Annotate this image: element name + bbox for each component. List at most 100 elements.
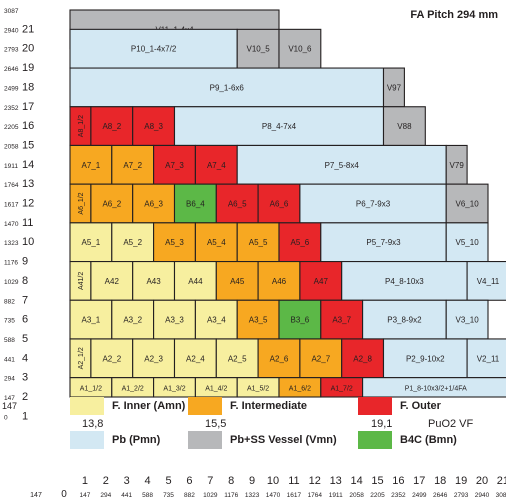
assembly-cell bbox=[382, 106, 426, 147]
assembly-label: A7_2 bbox=[123, 161, 142, 170]
assembly-label: A5_3 bbox=[165, 238, 184, 247]
assembly-label: A1_3/2 bbox=[163, 385, 185, 392]
assembly-label: V10_6 bbox=[288, 45, 312, 54]
assembly-label: V4_11 bbox=[477, 277, 500, 286]
x-index-label: 13 bbox=[330, 475, 342, 487]
legend-b4c: B4C (Bmn) bbox=[358, 431, 457, 449]
y-mm-label: 2646 bbox=[4, 66, 19, 73]
assembly-label: A42 bbox=[105, 277, 120, 286]
legend-b4c-swatch bbox=[358, 431, 392, 449]
legend-pb: Pb (Pmn) bbox=[70, 431, 160, 449]
assembly-label: P9_1-6x6 bbox=[210, 83, 245, 92]
assembly-cell bbox=[236, 28, 280, 69]
y-index-label: 12 bbox=[22, 198, 34, 210]
x-index-label: 15 bbox=[371, 475, 383, 487]
y-mm-label: 2499 bbox=[4, 85, 19, 92]
y-index-label: 17 bbox=[22, 101, 34, 113]
assembly-label: A1_7/2 bbox=[331, 385, 353, 392]
assembly-cell bbox=[445, 183, 489, 224]
assembly-label: V2_11 bbox=[477, 354, 500, 363]
legend-outer-label: F. Outer bbox=[400, 400, 441, 412]
x-mm-label: 2205 bbox=[370, 492, 385, 499]
y-index-label: 4 bbox=[22, 352, 28, 364]
assembly-label: B6_4 bbox=[186, 200, 205, 209]
legend-outer: F. Outer bbox=[358, 397, 441, 415]
legend-outer-value: 19,1 bbox=[371, 418, 393, 430]
y-mm-label: 2793 bbox=[4, 47, 19, 54]
x-mm-label: 147 bbox=[79, 492, 90, 499]
assembly-label: V88 bbox=[397, 122, 412, 131]
assembly-label: A3_3 bbox=[165, 316, 184, 325]
x-index-label: 18 bbox=[434, 475, 446, 487]
legend-inner-value: 13,8 bbox=[82, 418, 104, 430]
assembly-cell bbox=[215, 260, 259, 301]
legend-outer-swatch bbox=[358, 397, 392, 415]
legend-pb-label: Pb (Pmn) bbox=[112, 434, 161, 446]
legend-intermediate-label: F. Intermediate bbox=[230, 400, 308, 412]
legend-vessel-label: Pb+SS Vessel (Vmn) bbox=[230, 434, 337, 446]
assembly-label: A1_6/2 bbox=[289, 385, 311, 392]
y-mm-label: 1470 bbox=[4, 221, 19, 228]
assembly-label: V3_10 bbox=[456, 316, 480, 325]
assembly-label: P7_5-8x4 bbox=[325, 161, 360, 170]
assembly-label: A2_4 bbox=[186, 354, 205, 363]
assembly-label: P6_7-9x3 bbox=[356, 200, 391, 209]
assembly-label: A1_5/2 bbox=[247, 385, 269, 392]
assembly-cell bbox=[69, 67, 385, 108]
y-index-label: 18 bbox=[22, 81, 34, 93]
x-mm-label: 1911 bbox=[329, 492, 343, 499]
assembly-label: A44 bbox=[188, 277, 203, 286]
assembly-label: P2_9-10x2 bbox=[406, 354, 445, 363]
y-axis: 3087294027932646249923522205205819111764… bbox=[4, 8, 34, 422]
assembly-label: P1_8-10x3/2+1/4FA bbox=[405, 385, 467, 392]
assembly-cell bbox=[69, 299, 113, 340]
assembly-cell bbox=[362, 377, 506, 398]
x-mm-label: 882 bbox=[184, 492, 195, 499]
assembly-cell bbox=[173, 183, 217, 224]
assembly-cell bbox=[90, 183, 134, 224]
assembly-label: P10_1-4x7/2 bbox=[131, 45, 177, 54]
assembly-label: A8_2 bbox=[102, 122, 121, 131]
assembly-cell bbox=[236, 222, 280, 263]
assembly-cell bbox=[194, 144, 238, 185]
assembly-label: A1_1/2 bbox=[80, 385, 102, 392]
y-index-label: 21 bbox=[22, 23, 34, 35]
y-mm-label: 2205 bbox=[4, 124, 19, 131]
y-mm-label: 2940 bbox=[4, 27, 19, 34]
assembly-label: A5_4 bbox=[207, 238, 226, 247]
x-mm-label: 2352 bbox=[391, 492, 406, 499]
assembly-label: A3_5 bbox=[249, 316, 268, 325]
legend-inner-swatch bbox=[70, 397, 104, 415]
y-index-label: 5 bbox=[22, 333, 28, 345]
legend-intermediate-value: 15,5 bbox=[205, 418, 227, 430]
assembly-label: A5_6 bbox=[291, 238, 310, 247]
assembly-label: A2_6 bbox=[270, 354, 289, 363]
x-index-label: 14 bbox=[350, 475, 362, 487]
x-index-label: 6 bbox=[186, 475, 192, 487]
y-index-label: 7 bbox=[22, 294, 28, 306]
assembly-label: A8_3 bbox=[144, 122, 163, 131]
x-mm-label: 294 bbox=[100, 492, 111, 499]
x-mm-label: 2940 bbox=[475, 492, 490, 499]
legend-intermediate: F. Intermediate bbox=[188, 397, 307, 415]
x-mm-label: 2793 bbox=[454, 492, 469, 499]
y-mm-label: 294 bbox=[4, 376, 15, 383]
x-index-label: 10 bbox=[267, 475, 279, 487]
x-mm-label: 3087 bbox=[496, 492, 506, 499]
y-index-label: 13 bbox=[22, 178, 34, 190]
assembly-cell bbox=[362, 299, 447, 340]
y-index-label: 10 bbox=[22, 236, 34, 248]
assembly-label: A1_4/2 bbox=[205, 385, 227, 392]
assembly-cell bbox=[466, 338, 506, 379]
assembly-label: A3_1 bbox=[82, 316, 101, 325]
x-index-label: 9 bbox=[249, 475, 255, 487]
assembly-cell bbox=[153, 144, 196, 185]
y-mm-label: 588 bbox=[4, 337, 15, 344]
assembly-label: A2_7 bbox=[311, 354, 330, 363]
assembly-label: V97 bbox=[387, 83, 402, 92]
x-mm-label: 1029 bbox=[203, 492, 218, 499]
x-axis: 1 2 3 4 5 6 7 8 9 10 11 12 13 14 15 16 17 18 19 20 210 147 294… bbox=[30, 475, 506, 500]
assembly-label: A2_8 bbox=[353, 354, 372, 363]
x-mm-label: 1470 bbox=[266, 492, 281, 499]
x-index-label: 16 bbox=[392, 475, 404, 487]
